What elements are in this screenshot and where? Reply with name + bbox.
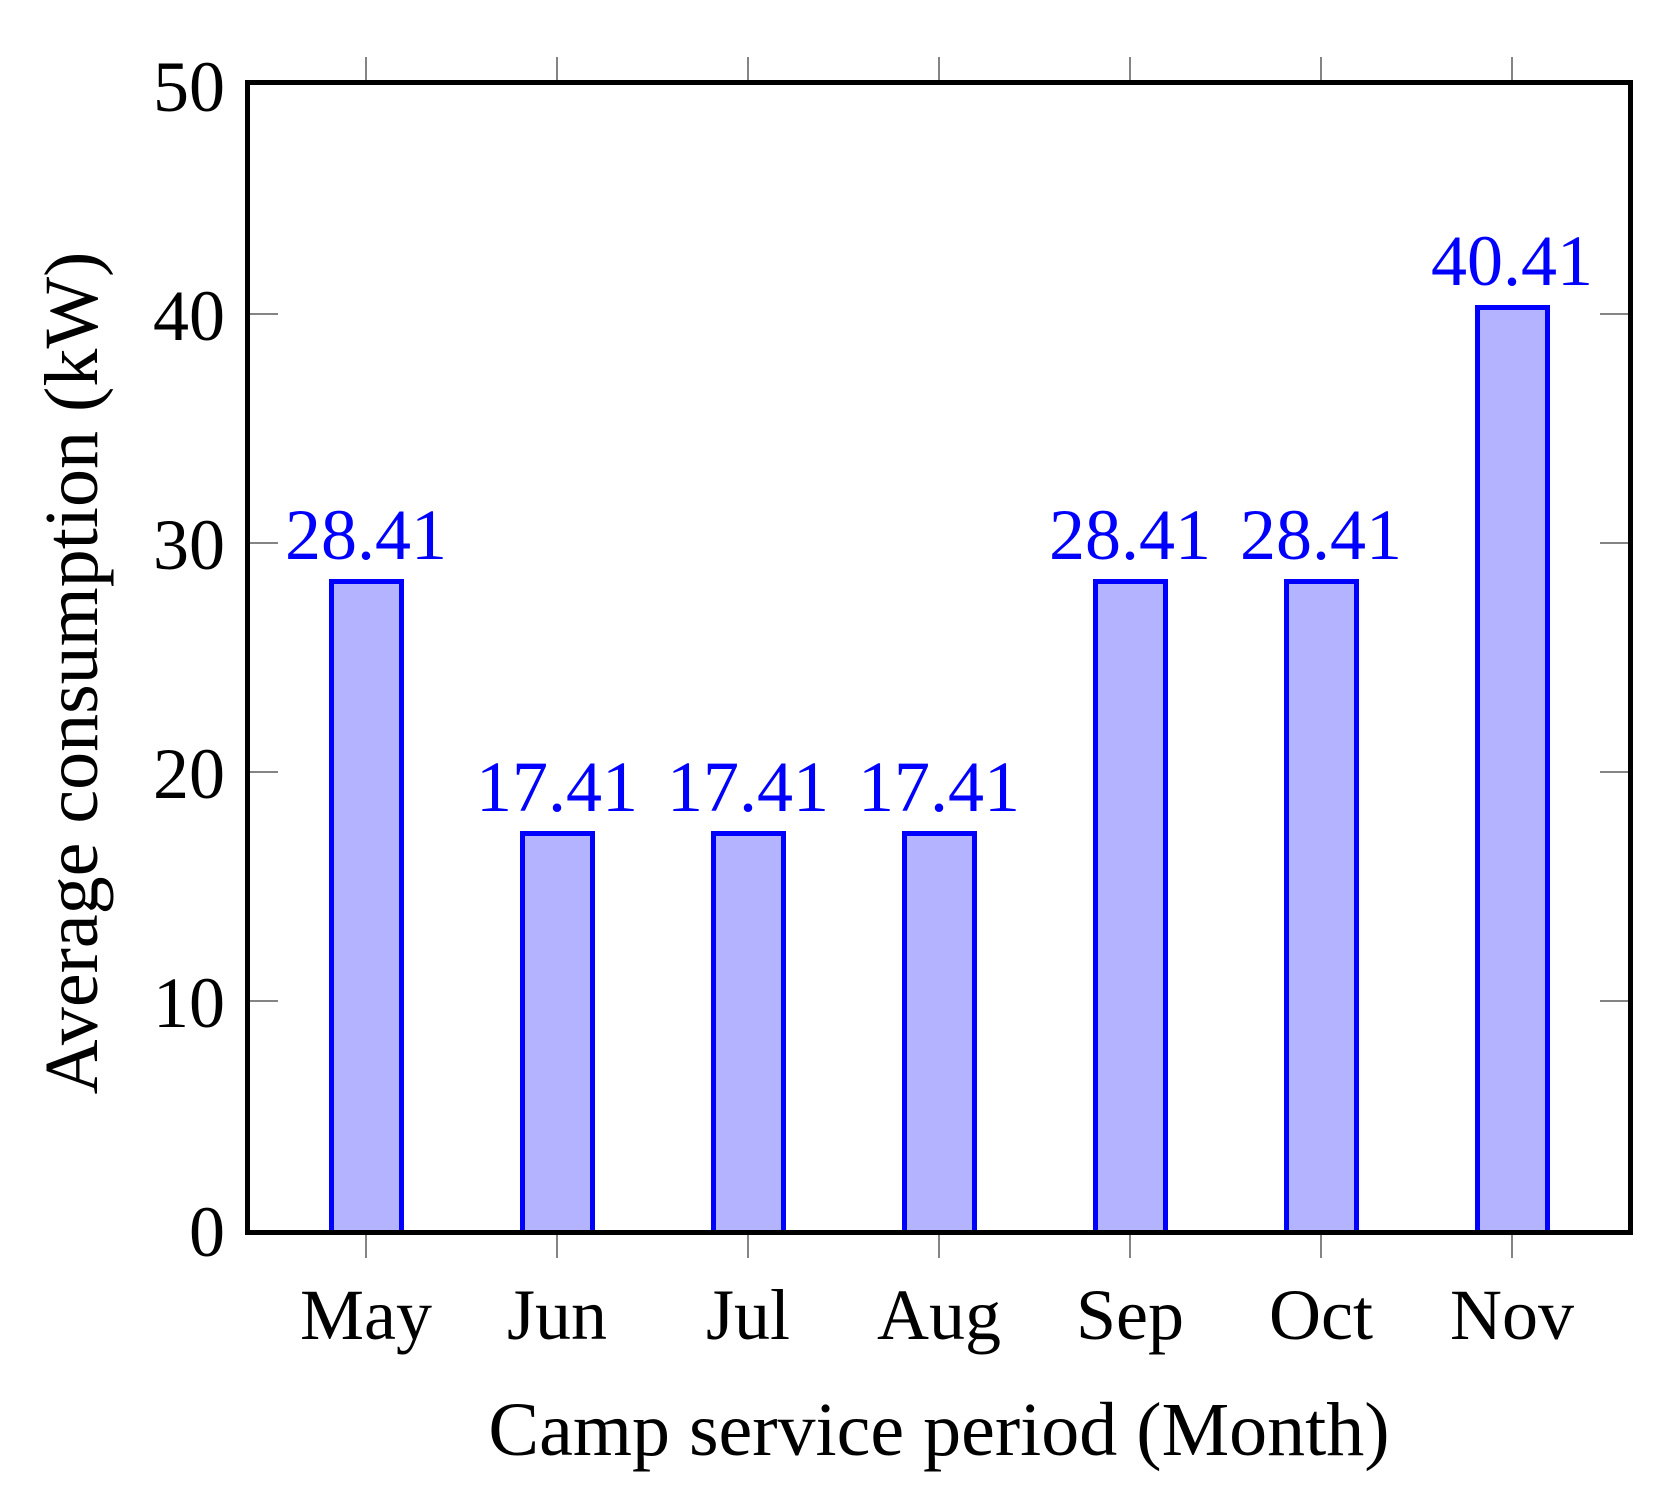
y-tick-mark-left — [250, 542, 278, 544]
x-tick-mark-bottom — [938, 1230, 940, 1258]
x-tick-mark-top — [1511, 57, 1513, 85]
bar-aug — [901, 831, 977, 1230]
y-tick-mark-left — [250, 313, 278, 315]
bar-jun — [519, 831, 595, 1230]
x-tick-mark-bottom — [747, 1230, 749, 1258]
x-axis-label: Camp service period (Month) — [488, 1388, 1390, 1472]
y-tick-label: 50 — [153, 47, 225, 127]
x-tick-mark-bottom — [1511, 1230, 1513, 1258]
y-tick-label: 0 — [189, 1192, 225, 1272]
y-tick-mark-left — [250, 771, 278, 773]
x-tick-label-aug: Aug — [877, 1275, 1001, 1355]
y-axis-label: Average consumption (kW) — [30, 251, 114, 1094]
y-tick-label: 30 — [153, 505, 225, 585]
bar-nov — [1474, 304, 1550, 1230]
bar-jul — [710, 831, 786, 1230]
y-tick-mark-right — [1600, 771, 1628, 773]
bar-value-label: 17.41 — [667, 747, 829, 828]
x-tick-mark-bottom — [1320, 1230, 1322, 1258]
x-tick-mark-top — [556, 57, 558, 85]
y-tick-mark-right — [1600, 542, 1628, 544]
x-tick-mark-top — [1320, 57, 1322, 85]
x-tick-label-jun: Jun — [506, 1275, 608, 1355]
x-tick-mark-bottom — [556, 1230, 558, 1258]
x-tick-mark-top — [365, 57, 367, 85]
x-tick-mark-top — [747, 57, 749, 85]
bar-value-label: 40.41 — [1431, 220, 1593, 301]
y-tick-mark-right — [1600, 1000, 1628, 1002]
bar-value-label: 17.41 — [476, 747, 638, 828]
y-tick-mark-right — [1600, 313, 1628, 315]
plot-frame — [245, 80, 1633, 1235]
x-tick-mark-top — [1129, 57, 1131, 85]
bar-may — [328, 579, 404, 1230]
x-tick-mark-top — [938, 57, 940, 85]
bar-value-label: 28.41 — [1049, 495, 1211, 576]
bar-oct — [1283, 579, 1359, 1230]
bar-value-label: 17.41 — [858, 747, 1020, 828]
x-tick-label-oct: Oct — [1269, 1275, 1373, 1355]
x-tick-label-nov: Nov — [1450, 1275, 1574, 1355]
bar-sep — [1092, 579, 1168, 1230]
x-tick-label-jul: Jul — [705, 1275, 791, 1355]
x-tick-label-may: May — [300, 1275, 432, 1355]
x-tick-mark-bottom — [365, 1230, 367, 1258]
y-tick-label: 10 — [153, 963, 225, 1043]
y-tick-mark-left — [250, 1000, 278, 1002]
bar-value-label: 28.41 — [1240, 495, 1402, 576]
x-tick-label-sep: Sep — [1076, 1275, 1184, 1355]
y-tick-label: 20 — [153, 734, 225, 814]
x-tick-mark-bottom — [1129, 1230, 1131, 1258]
y-tick-label: 40 — [153, 276, 225, 356]
bar-value-label: 28.41 — [285, 495, 447, 576]
